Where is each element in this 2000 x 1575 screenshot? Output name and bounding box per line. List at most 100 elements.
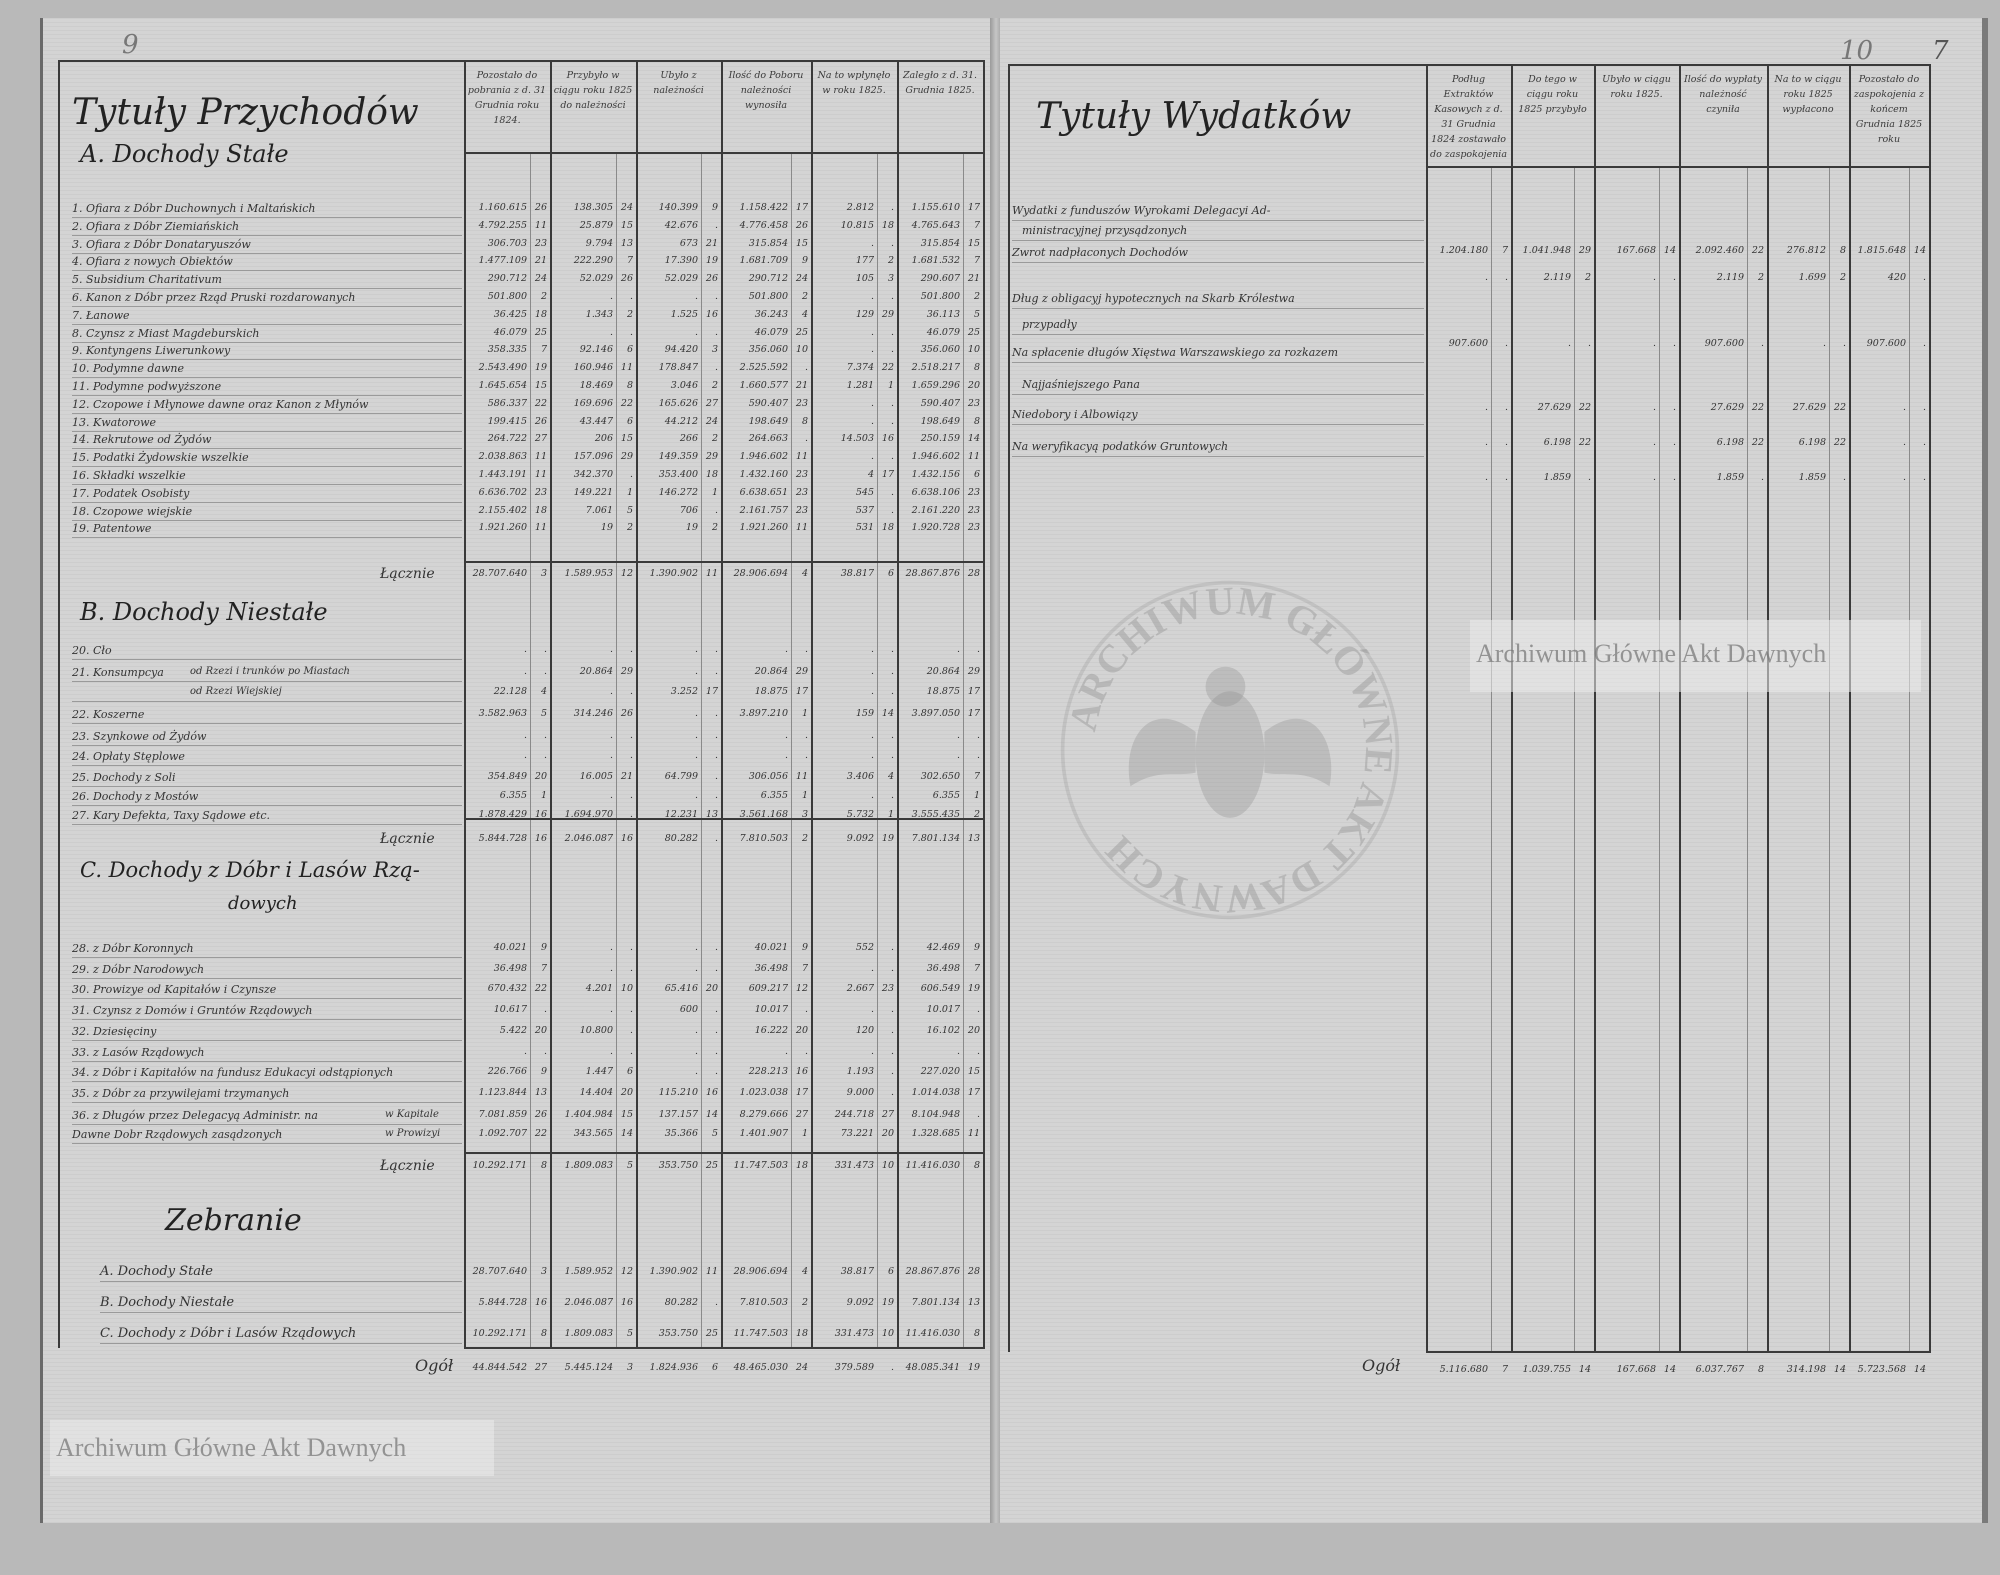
income-row-groszy: . <box>890 750 894 761</box>
right-grand-total-amount: 6.037.767 <box>1695 1364 1744 1375</box>
summary-row-amount: 11.747.503 <box>733 1328 788 1339</box>
income-row-amount: 64.799 <box>664 771 698 782</box>
income-row-groszy: 16 <box>534 809 547 820</box>
income-row-groszy: 3 <box>801 809 808 820</box>
income-row-groszy: 14 <box>705 1109 718 1120</box>
income-row-groszy: 26 <box>534 415 547 427</box>
section-heading-continued: dowych <box>228 893 298 914</box>
income-row-amount: 3.897.210 <box>739 708 788 719</box>
summary-row-groszy: 8 <box>973 1328 980 1339</box>
income-row-amount: . <box>694 790 698 801</box>
income-row-label: 6. Kanon z Dóbr przez Rząd Pruski rozdar… <box>72 291 356 304</box>
row-ruling <box>72 288 462 290</box>
right-grand-total-label: Ogół <box>1362 1356 1401 1375</box>
right-page-number: 10 <box>1840 36 1874 66</box>
income-row-amount: 10.017 <box>754 1004 788 1015</box>
row-ruling <box>1012 456 1424 457</box>
income-row-amount: . <box>870 344 874 356</box>
row-ruling <box>72 501 462 503</box>
expense-row-label: Zwrot nadpłaconych Dochodów <box>1012 246 1188 259</box>
income-row-amount: 1.946.602 <box>911 451 960 463</box>
income-row-amount: 306.703 <box>487 237 527 249</box>
income-row-groszy: 29 <box>881 308 894 320</box>
right-grand-total-amount: 5.116.680 <box>1439 1364 1488 1375</box>
income-row-groszy: . <box>976 1004 980 1015</box>
income-row-groszy: 7 <box>626 255 633 267</box>
income-row-label: 16. Składki wszelkie <box>72 469 186 482</box>
income-row-amount: 20.864 <box>926 666 960 677</box>
grand-total-amount: 48.085.341 <box>905 1362 960 1373</box>
income-row-label: 33. z Lasów Rządowych <box>72 1046 205 1059</box>
income-row-amount: 18.875 <box>926 686 960 697</box>
right-column-divider <box>1594 64 1596 1352</box>
income-row-amount: 302.650 <box>920 771 960 782</box>
summary-row-groszy: 25 <box>705 1328 718 1339</box>
income-row-amount: 1.477.109 <box>478 255 527 267</box>
income-row-amount: 1.878.429 <box>478 809 527 820</box>
income-row-groszy: 9 <box>801 255 808 267</box>
expense-row-groszy: . <box>1672 437 1676 448</box>
expense-row-groszy: 29 <box>1578 245 1591 256</box>
income-row-amount: 10.617 <box>493 1004 527 1015</box>
income-row-groszy: . <box>890 451 894 463</box>
income-row-groszy: . <box>976 730 980 741</box>
expense-row-label: ministracyjnej przysądzonych <box>1022 224 1188 237</box>
income-row-amount: 157.096 <box>573 451 613 463</box>
income-row-amount: 52.029 <box>579 273 613 285</box>
expense-row-amount: 6.198 <box>1543 437 1571 448</box>
income-row-amount: . <box>870 730 874 741</box>
row-ruling <box>72 484 462 485</box>
expense-row-amount: 1.204.180 <box>1439 245 1488 256</box>
income-row-label: 32. Dziesięciny <box>72 1025 157 1038</box>
expense-row-groszy: 14 <box>1913 245 1926 256</box>
expense-row-amount: 2.092.460 <box>1695 245 1744 256</box>
section-heading: B. Dochody Niestałe <box>80 598 328 626</box>
income-row-groszy: 1 <box>711 486 718 498</box>
income-row-groszy: 16 <box>705 308 718 320</box>
expense-row-groszy: 2 <box>1839 272 1846 283</box>
income-row-groszy: . <box>714 504 718 516</box>
income-row-groszy: . <box>714 326 718 338</box>
income-row-groszy: . <box>890 1025 894 1036</box>
section-total-label: Łącznie <box>380 1158 435 1174</box>
income-row-amount: 545 <box>855 486 874 498</box>
income-row-groszy: 23 <box>795 469 808 480</box>
income-row-amount: 4.776.458 <box>739 219 788 231</box>
income-row-amount: 1.343 <box>585 308 613 320</box>
income-row-amount: . <box>609 1004 613 1015</box>
row-ruling <box>72 978 462 979</box>
income-row-amount: 8.104.948 <box>911 1109 960 1120</box>
left-ledger-page <box>40 18 995 1523</box>
income-row-amount: . <box>523 666 527 677</box>
income-row-groszy: . <box>804 730 808 741</box>
income-row-amount: 198.649 <box>920 415 960 427</box>
right-grand-total-rule <box>1426 1351 1931 1353</box>
income-row-groszy: . <box>629 963 633 974</box>
income-row-groszy: 23 <box>795 397 808 409</box>
income-row-amount: 1.645.654 <box>478 380 527 391</box>
expense-row-amount: 2.119 <box>1716 272 1744 283</box>
income-row-amount: 586.337 <box>487 397 527 409</box>
income-row-amount: 537 <box>855 504 874 516</box>
income-row-groszy: . <box>629 730 633 741</box>
income-row-amount: 1.946.602 <box>739 451 788 463</box>
income-row-groszy: 23 <box>967 397 980 409</box>
summary-row-groszy: 2 <box>801 1297 808 1308</box>
income-row-amount: . <box>694 666 698 677</box>
income-row-groszy: . <box>714 771 718 782</box>
income-row-amount: 40.021 <box>754 942 788 953</box>
section-heading: C. Dochody z Dóbr i Lasów Rzą- <box>80 858 420 882</box>
income-row-groszy: . <box>890 237 894 249</box>
income-row-amount: 16.005 <box>579 771 613 782</box>
income-row-label: 3. Ofiara z Dóbr Donataryuszów <box>72 237 251 251</box>
section-total-groszy: 11 <box>705 568 718 579</box>
left-column-header: Na to wpłynęło w roku 1825. <box>817 70 891 96</box>
income-row-groszy: 2 <box>711 380 718 391</box>
income-row-amount: 7.061 <box>585 504 613 516</box>
expense-row-amount: 1.815.648 <box>1857 245 1906 256</box>
income-row-amount: 1.092.707 <box>478 1128 527 1139</box>
income-row-groszy: 13 <box>534 1087 547 1098</box>
section-total-groszy: 8 <box>540 1160 547 1171</box>
income-row-amount: 501.800 <box>748 291 788 302</box>
income-row-groszy: 1 <box>887 809 894 820</box>
